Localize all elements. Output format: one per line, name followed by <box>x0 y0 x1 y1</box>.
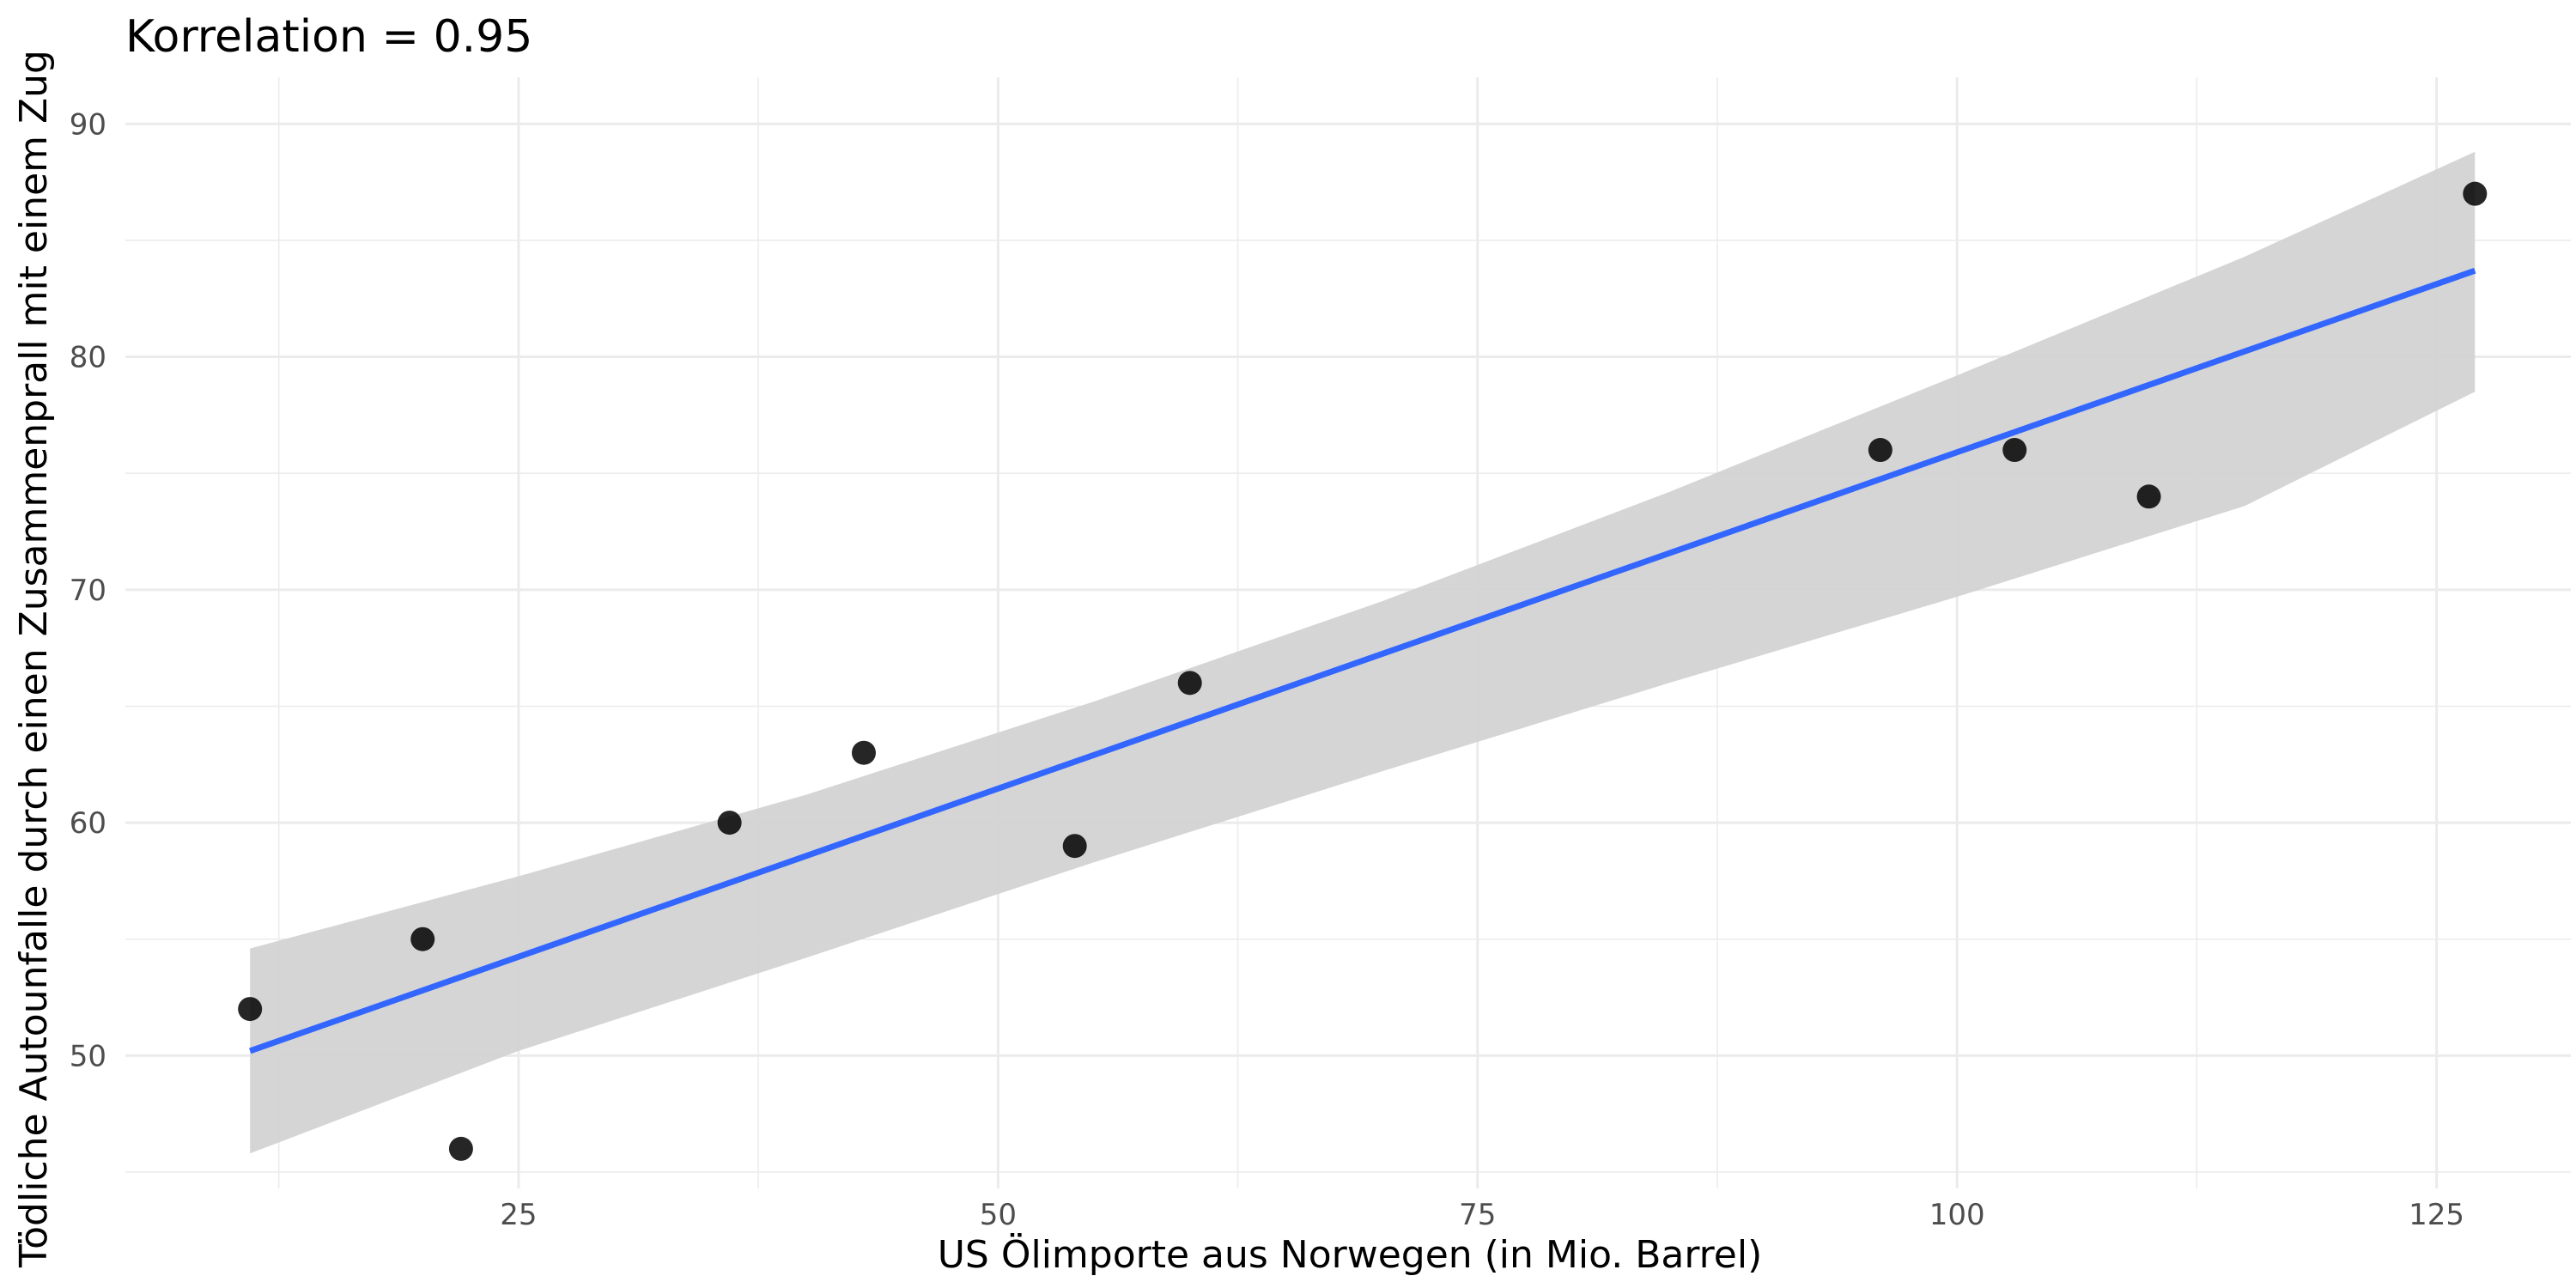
confidence-band <box>250 151 2476 1154</box>
y-tick-label: 80 <box>70 341 106 375</box>
data-point <box>1062 834 1087 859</box>
y-axis-title: Tödliche Autounfalle durch einen Zusamme… <box>12 50 56 1268</box>
y-tick-label: 90 <box>70 107 106 142</box>
x-tick-label: 75 <box>1459 1198 1496 1232</box>
data-point <box>851 740 876 765</box>
data-point <box>410 927 435 951</box>
data-point <box>1868 438 1893 463</box>
y-tick-label: 70 <box>70 574 106 608</box>
x-tick-label: 50 <box>980 1198 1017 1232</box>
y-tick-labels: 50 60 70 80 90 <box>70 107 106 1073</box>
regression-line <box>249 267 2476 1054</box>
data-point <box>2463 181 2488 206</box>
y-tick-label: 50 <box>70 1039 106 1073</box>
x-tick-labels: 25 50 75 100 125 <box>500 1198 2464 1232</box>
x-tick-label: 25 <box>500 1198 537 1232</box>
data-point <box>1177 671 1202 696</box>
data-point <box>2002 438 2027 463</box>
y-tick-label: 60 <box>70 806 106 841</box>
chart-title: Korrelation = 0.95 <box>125 11 532 63</box>
data-point <box>2136 484 2161 509</box>
data-points <box>238 181 2488 1161</box>
data-point <box>717 811 742 835</box>
x-tick-label: 100 <box>1929 1198 1985 1232</box>
data-point <box>238 997 263 1022</box>
data-point <box>448 1136 473 1161</box>
x-tick-label: 125 <box>2409 1198 2464 1232</box>
x-axis-title: US Ölimporte aus Norwegen (in Mio. Barre… <box>938 1232 1763 1277</box>
